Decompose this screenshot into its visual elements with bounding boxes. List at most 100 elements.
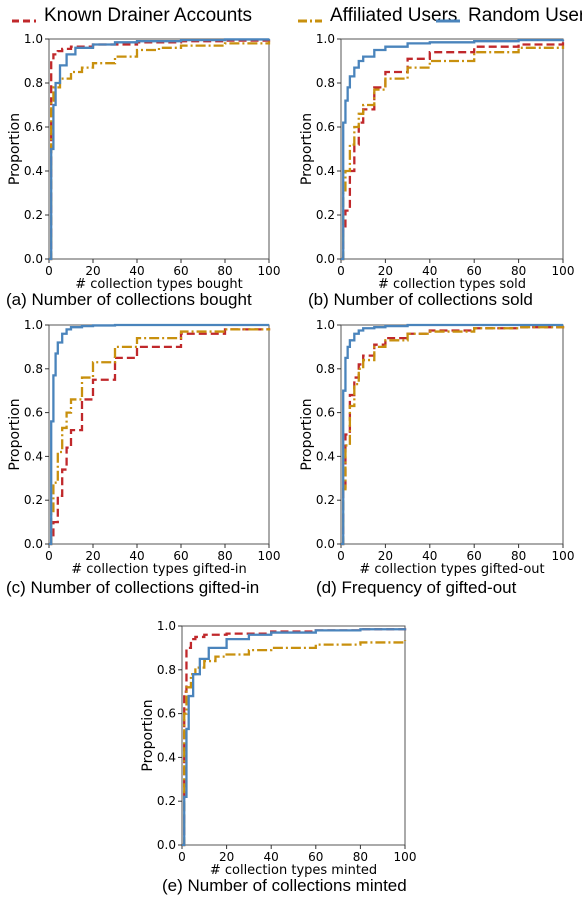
x-tick-label: 0 [337,264,345,278]
y-tick-label: 0.8 [24,76,43,90]
y-tick-label: 1.0 [157,619,176,633]
y-tick-label: 1.0 [316,32,335,46]
y-tick-label: 0.0 [24,537,43,551]
plot-frame [48,324,270,545]
y-tick-label: 0.8 [157,663,176,677]
x-tick-label: 60 [467,549,482,563]
y-tick-label: 0.0 [24,252,43,266]
caption-c: (c) Number of collections gifted-in [6,578,260,597]
x-tick-label: 80 [511,549,526,563]
y-tick-label: 0.6 [24,406,43,420]
y-tick-label: 0.0 [316,252,335,266]
x-tick-label: 0 [337,549,345,563]
x-axis-label: # collection types bought [75,277,243,292]
legend-swatch-solid [436,11,460,23]
y-tick-label: 1.0 [316,318,335,332]
x-tick-label: 40 [264,850,279,864]
y-tick-label: 0.6 [157,707,176,721]
caption-a: (a) Number of collections bought [6,290,252,309]
x-tick-label: 100 [258,549,281,563]
series-line-known-drainer [49,328,271,546]
x-tick-label: 0 [45,549,53,563]
x-tick-label: 40 [422,264,437,278]
x-tick-label: 20 [85,264,100,278]
x-tick-label: 0 [178,850,186,864]
x-tick-label: 20 [219,850,234,864]
y-tick-label: 0.4 [316,164,335,178]
legend-label: Random Users [468,5,582,26]
chart-e: 0 20 40 60 80 100 0.0 0.2 0.4 0.6 0.8 1.0 # collecti… [140,619,416,878]
chart-a: 0 20 40 60 80 100 0.0 0.2 0.4 0.6 0.8 1.0 # collecti… [7,32,280,292]
y-axis-label: Proportion [7,398,23,470]
y-tick-label: 0.2 [157,794,176,808]
x-tick-label: 100 [394,850,417,864]
caption-d: (d) Frequency of gifted-out [316,578,517,597]
y-tick-label: 0.4 [316,449,335,463]
chart-d: 0 20 40 60 80 100 0.0 0.2 0.4 0.6 0.8 1.0 # collecti… [299,318,574,577]
series-line-known-drainer [341,42,565,261]
x-tick-label: 60 [308,850,323,864]
y-tick-label: 0.6 [316,406,335,420]
x-tick-label: 40 [129,264,144,278]
series-line-affiliated [341,45,565,261]
legend-item-affiliated: Affiliated Users [298,3,457,29]
y-tick-label: 0.0 [316,537,335,551]
series-line-affiliated [49,41,271,261]
y-tick-label: 0.8 [24,362,43,376]
x-tick-label: 60 [467,264,482,278]
x-tick-label: 60 [173,549,188,563]
series-line-affiliated [49,328,271,546]
x-axis-label: # collection types sold [378,277,526,292]
x-tick-label: 80 [217,549,232,563]
y-tick-label: 0.2 [24,493,43,507]
x-tick-label: 80 [217,264,232,278]
series-line-random [49,38,271,261]
x-axis-label: # collection types gifted-out [359,562,544,577]
y-tick-label: 0.4 [24,164,43,178]
y-tick-label: 0.4 [157,750,176,764]
y-axis-label: Proportion [299,113,315,185]
y-tick-label: 0.2 [316,493,335,507]
x-tick-label: 80 [511,264,526,278]
y-tick-label: 0.8 [316,362,335,376]
series-line-random [341,323,563,546]
y-tick-label: 0.6 [24,120,43,134]
series-line-random [341,38,565,261]
x-tick-label: 20 [378,549,393,563]
legend-label: Affiliated Users [330,5,458,26]
y-tick-label: 1.0 [24,32,43,46]
chart-c: 0 20 40 60 80 100 0.0 0.2 0.4 0.6 0.8 1.0 # collecti… [7,318,280,577]
x-tick-label: 0 [45,264,53,278]
y-axis-label: Proportion [299,398,315,470]
series-line-random [182,628,407,847]
legend-item-known-drainer: Known Drainer Accounts [12,3,252,29]
x-tick-label: 40 [422,549,437,563]
x-tick-label: 100 [552,264,575,278]
caption-b: (b) Number of collections sold [308,290,533,309]
y-tick-label: 1.0 [24,318,43,332]
series-line-affiliated [341,326,565,546]
chart-b: 0 20 40 60 80 100 0.0 0.2 0.4 0.6 0.8 1.0 # collecti… [299,32,574,292]
plot-frame [181,625,406,846]
legend-item-random: Random Users [436,3,582,29]
y-tick-label: 0.6 [316,120,335,134]
y-tick-label: 0.2 [316,208,335,222]
x-tick-label: 100 [552,549,575,563]
x-tick-label: 80 [353,850,368,864]
legend: Known Drainer Accounts Affiliated Users … [0,0,582,34]
x-axis-label: # collection types gifted-in [71,562,247,577]
y-tick-label: 0.0 [157,838,176,852]
y-axis-label: Proportion [7,113,23,185]
plot-frame [340,38,564,260]
legend-swatch-dashed [12,11,36,23]
x-tick-label: 20 [85,549,100,563]
y-tick-label: 0.8 [316,76,335,90]
plot-frame [48,38,270,260]
x-tick-label: 100 [258,264,281,278]
series-line-affiliated [182,640,407,847]
x-tick-label: 40 [129,549,144,563]
legend-swatch-dashdot [298,11,322,23]
x-tick-label: 20 [378,264,393,278]
caption-e: (e) Number of collections minted [162,876,407,895]
